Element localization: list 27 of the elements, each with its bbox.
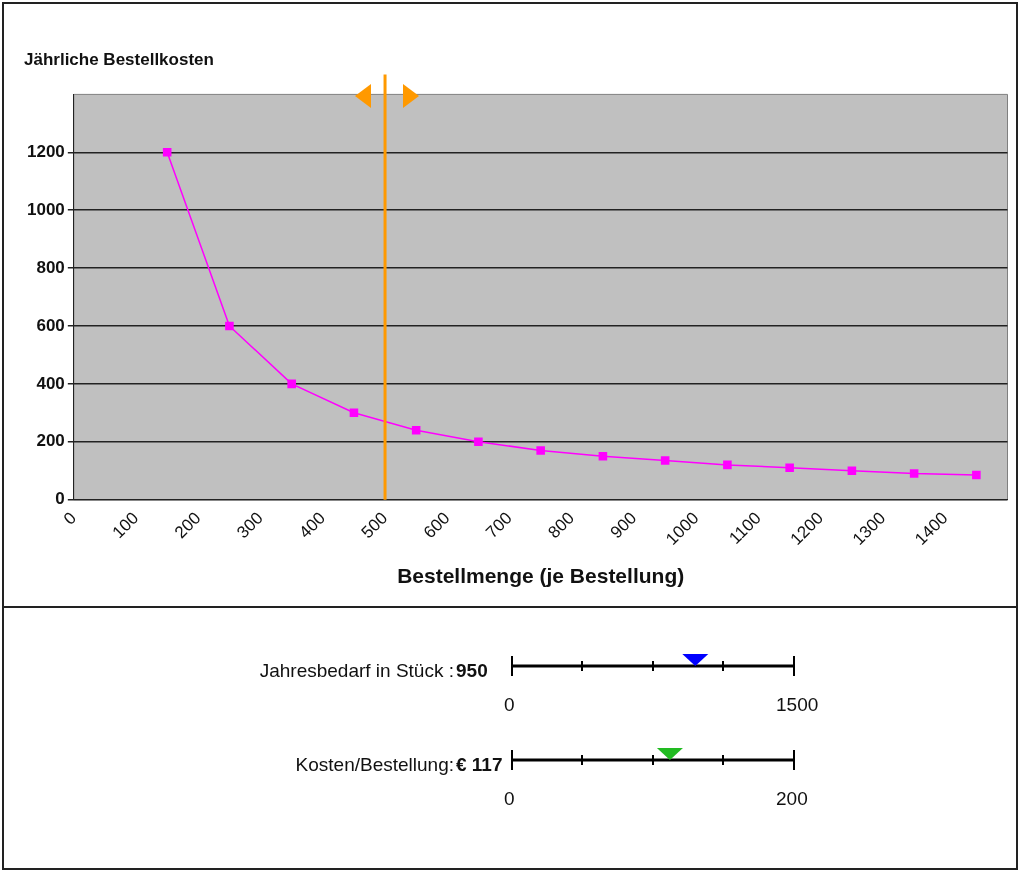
y-tick-label: 200: [36, 431, 65, 451]
y-tick-label: 800: [36, 257, 65, 277]
y-tick-label: 1200: [26, 141, 65, 161]
text: 0: [504, 788, 515, 810]
x-tick-label: 400: [295, 508, 329, 543]
x-tick-label: 200: [170, 508, 205, 543]
text: 1500: [776, 694, 819, 716]
text: 200: [776, 788, 808, 810]
text: Kosten/Bestellung:: [295, 754, 454, 776]
x-tick-label: 600: [419, 508, 454, 543]
text: Jahresbedarf in Stück :: [259, 660, 454, 682]
x-tick-label: 500: [357, 508, 392, 543]
x-tick-label: 700: [482, 508, 516, 543]
x-tick-label: 800: [544, 508, 578, 543]
text: € 117: [456, 754, 503, 776]
x-tick-label: 300: [233, 508, 267, 543]
y-tick-label: 600: [36, 315, 65, 335]
chart-title: Jährliche Bestellkosten: [24, 49, 214, 69]
x-tick-label: 0: [59, 508, 80, 529]
x-axis-title: Bestellmenge (je Bestellung): [397, 564, 685, 588]
text: 0: [504, 694, 515, 716]
y-tick-label: 0: [55, 489, 65, 509]
y-tick-label: 1000: [26, 199, 65, 219]
text: 950: [456, 660, 488, 682]
x-tick-label: 100: [108, 508, 143, 543]
x-tick-label: 900: [606, 508, 641, 543]
y-tick-label: 400: [36, 373, 65, 393]
